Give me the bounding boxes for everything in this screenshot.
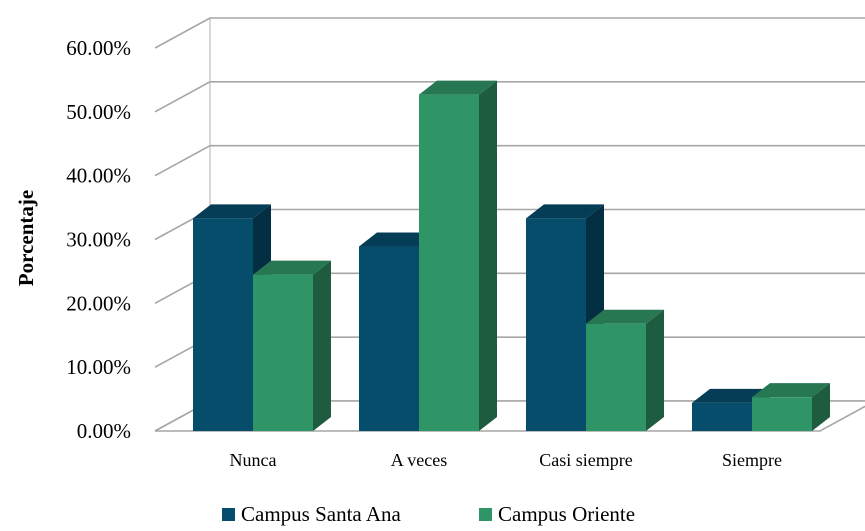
bar-top	[526, 204, 604, 219]
bar-front	[692, 402, 752, 431]
bar-top	[193, 204, 271, 219]
bar-side	[812, 383, 830, 431]
gridline	[154, 81, 865, 113]
y-tick-label: 50.00%	[66, 100, 131, 124]
bar-front	[526, 218, 586, 431]
x-category-label-a-veces: A veces	[391, 450, 447, 470]
legend-label-campus-santa-ana: Campus Santa Ana	[241, 502, 401, 526]
x-category-label-nunca: Nunca	[230, 450, 277, 470]
bar-side	[479, 80, 497, 432]
bar-front	[419, 94, 479, 432]
bar-front	[586, 323, 646, 431]
bar-top	[692, 388, 770, 403]
bar-side	[313, 260, 331, 431]
x-category-label-casi-siempre: Casi siempre	[539, 450, 632, 470]
bar-side	[646, 309, 664, 431]
y-tick-label: 30.00%	[66, 228, 131, 252]
gridline	[154, 144, 865, 177]
y-tick-label: 20.00%	[66, 291, 131, 315]
bars	[193, 80, 830, 432]
bar-top	[752, 383, 830, 398]
bar-campus-oriente-nunca	[253, 260, 331, 431]
bar-campus-oriente-casi-siempre	[586, 309, 664, 431]
bar-front	[752, 397, 812, 431]
bar-campus-santa-ana-nunca	[193, 204, 271, 431]
y-axis-title: Porcentaje	[14, 190, 38, 286]
x-category-labels: Nunca A veces Casi siempre Siempre	[230, 450, 782, 470]
legend-label-campus-oriente: Campus Oriente	[498, 502, 635, 526]
gridline	[154, 17, 865, 49]
bar-campus-oriente-a-veces	[419, 80, 497, 432]
legend: Campus Santa Ana Campus Oriente	[222, 502, 635, 526]
y-tick-label: 0.00%	[77, 419, 131, 443]
y-tick-label: 10.00%	[66, 355, 131, 379]
bar-front	[359, 246, 419, 431]
bar-top	[419, 80, 497, 95]
bar-campus-oriente-siempre	[752, 383, 830, 431]
bar-campus-santa-ana-a-veces	[359, 232, 437, 431]
legend-swatch-campus-oriente	[479, 508, 492, 521]
bar-front	[193, 218, 253, 431]
y-tick-label: 60.00%	[66, 36, 131, 60]
y-tick-label: 40.00%	[66, 164, 131, 188]
bar-front	[253, 274, 313, 431]
y-tick-labels: 0.00% 10.00% 20.00% 30.00% 40.00% 50.00% 60.00…	[66, 36, 131, 443]
x-category-label-siempre: Siempre	[722, 450, 782, 470]
legend-swatch-campus-santa-ana	[222, 508, 235, 521]
bar-top	[359, 232, 437, 247]
bar-top	[253, 260, 331, 275]
bar-top	[586, 309, 664, 324]
